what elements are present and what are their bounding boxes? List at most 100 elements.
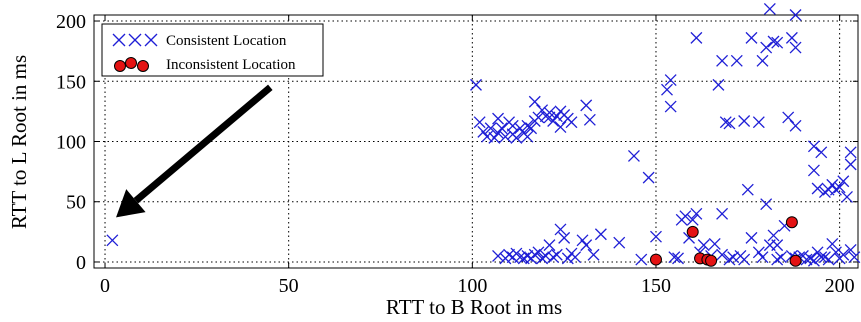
marker-stroke xyxy=(767,229,780,242)
point-consistent xyxy=(760,41,773,54)
point-consistent xyxy=(613,236,626,249)
marker-stroke xyxy=(708,237,721,250)
point-consistent xyxy=(811,182,824,195)
point-consistent xyxy=(745,31,758,44)
point-consistent xyxy=(830,246,842,259)
point-consistent xyxy=(583,113,596,126)
marker-stroke xyxy=(690,207,703,220)
point-consistent xyxy=(690,31,703,44)
marker-stroke xyxy=(800,253,813,266)
point-consistent xyxy=(789,9,802,21)
x-tick-label: 200 xyxy=(825,275,855,297)
point-consistent xyxy=(481,130,493,143)
marker-stroke xyxy=(514,122,527,135)
marker-stroke xyxy=(844,243,857,256)
point-consistent xyxy=(547,251,560,264)
y-ticks: 0 50 100 150 200 xyxy=(56,11,858,274)
point-consistent xyxy=(532,246,545,259)
legend-x-mark xyxy=(128,33,142,47)
marker-stroke xyxy=(686,213,699,226)
point-consistent xyxy=(558,231,571,244)
marker-stroke xyxy=(807,254,820,267)
point-consistent xyxy=(800,253,813,266)
point-consistent xyxy=(730,54,743,67)
marker-stroke xyxy=(723,117,736,130)
x-axis-label: RTT to B Root in ms xyxy=(386,295,562,319)
marker-stroke xyxy=(473,116,486,129)
point-consistent xyxy=(723,253,736,266)
point-consistent xyxy=(679,210,692,223)
legend: Consistent Location Inconsistent Locatio… xyxy=(101,23,324,77)
point-consistent xyxy=(627,149,640,162)
marker-stroke xyxy=(569,251,582,264)
marker-stroke xyxy=(830,183,842,196)
point-consistent xyxy=(807,164,820,177)
arrow-shaft xyxy=(133,84,273,204)
marker-stroke xyxy=(664,100,677,113)
point-consistent xyxy=(528,95,541,108)
point-consistent xyxy=(543,106,556,119)
point-consistent xyxy=(774,251,787,264)
marker-stroke xyxy=(532,246,545,259)
point-consistent xyxy=(661,83,673,96)
point-consistent xyxy=(745,231,758,244)
marker-stroke xyxy=(503,248,516,261)
x-tick-label: 100 xyxy=(457,275,487,297)
marker-stroke xyxy=(730,54,743,67)
marker-stroke xyxy=(771,253,784,266)
marker-stroke xyxy=(774,251,787,264)
marker-stroke xyxy=(727,251,740,264)
point-consistent xyxy=(495,122,508,135)
point-consistent xyxy=(686,213,699,226)
point-consistent xyxy=(752,116,765,129)
marker-stroke xyxy=(492,112,504,125)
marker-stroke xyxy=(752,116,765,129)
point-consistent xyxy=(514,251,527,264)
marker-stroke xyxy=(826,237,839,250)
marker-stroke xyxy=(837,175,850,188)
marker-stroke xyxy=(804,252,817,265)
marker-stroke xyxy=(789,119,802,132)
marker-stroke xyxy=(510,131,523,144)
marker-stroke xyxy=(521,130,534,143)
point-consistent xyxy=(587,248,600,261)
marker-stroke xyxy=(499,130,512,143)
point-inconsistent xyxy=(686,225,699,238)
point-consistent xyxy=(782,111,795,124)
marker-stroke xyxy=(837,248,850,261)
y-axis-label: RTT to L Root in ms xyxy=(7,55,31,229)
point-consistent xyxy=(804,252,817,265)
marker-stroke xyxy=(554,223,567,236)
point-inconsistent xyxy=(649,253,662,266)
point-inconsistent xyxy=(789,254,802,267)
point-consistent xyxy=(565,116,578,129)
marker-stroke xyxy=(543,239,556,252)
marker-stroke xyxy=(741,183,754,196)
point-consistent xyxy=(741,183,754,196)
point-consistent xyxy=(650,230,662,243)
marker-stroke xyxy=(558,231,571,244)
point-consistent xyxy=(752,246,765,259)
legend-o-mark xyxy=(137,60,149,72)
marker-stroke xyxy=(848,251,861,264)
point-consistent xyxy=(484,122,497,135)
point-consistent xyxy=(723,117,736,130)
point-consistent xyxy=(492,249,504,262)
marker-stroke xyxy=(550,110,563,123)
point-consistent xyxy=(521,249,534,262)
y-tick-label: 200 xyxy=(56,11,86,33)
marker-stroke xyxy=(811,182,824,195)
marker-stroke xyxy=(679,210,692,223)
marker-stroke xyxy=(587,248,600,261)
point-consistent xyxy=(826,237,839,250)
marker-stroke xyxy=(767,35,780,48)
marker-stroke xyxy=(756,54,769,67)
point-consistent xyxy=(690,207,703,220)
point-consistent xyxy=(848,251,861,264)
point-consistent xyxy=(473,116,486,129)
series-inconsistent xyxy=(649,216,802,267)
marker-stroke xyxy=(580,239,593,252)
marker-stroke xyxy=(488,131,501,144)
point-consistent xyxy=(106,234,119,247)
legend-marker-inconsistent xyxy=(114,57,149,72)
